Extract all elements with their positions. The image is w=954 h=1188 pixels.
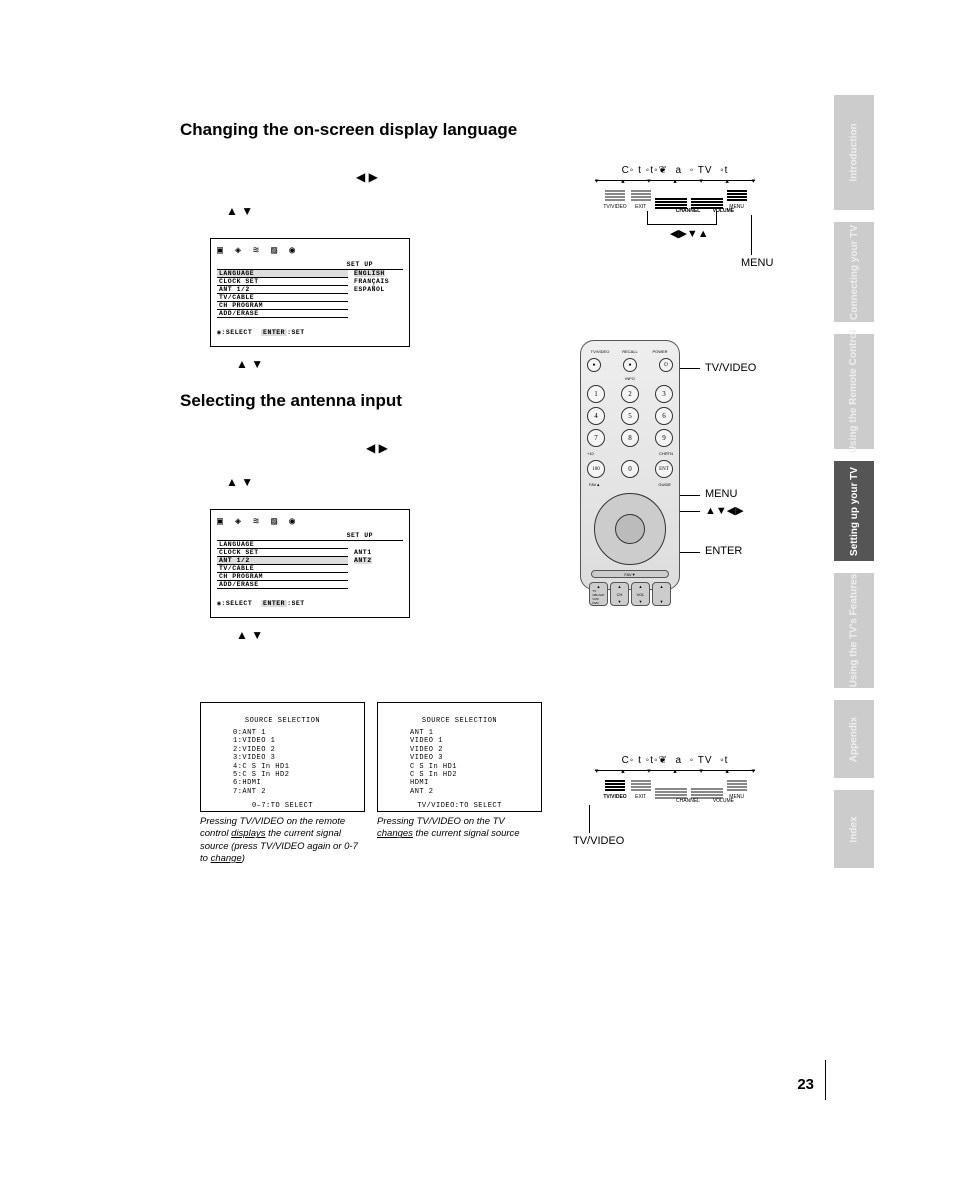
- caption-remote: Pressing TV/VIDEO on the remote control …: [200, 816, 365, 865]
- callout-arrows: ▲▼◀▶: [705, 504, 744, 517]
- caption-tv: Pressing TV/VIDEO on the TV changes the …: [377, 816, 542, 865]
- osd-language-menu: ▣ ◈ ≋ ▨ ◉ SET UP LANGUAGEENGLISH CLOCK S…: [210, 238, 410, 347]
- callout-tvvideo: TV/VIDEO: [705, 362, 756, 374]
- arrows-ud-4: ▲ ▼: [180, 628, 780, 642]
- tab-remote: Using the Remote Control: [834, 334, 874, 449]
- tab-appendix: Appendix: [834, 700, 874, 778]
- source-selection-tv: SOURCE SELECTION ANT 1VIDEO 1VIDEO 2VIDE…: [377, 702, 542, 812]
- lead-enter: [680, 552, 700, 553]
- heading-language: Changing the on-screen display language: [180, 120, 780, 140]
- tab-features: Using the TV's Features: [834, 573, 874, 688]
- lead-menu: [680, 495, 700, 496]
- tab-setting-up: Setting up your TV: [834, 461, 874, 561]
- callout-enter: ENTER: [705, 545, 742, 557]
- remote-control-diagram: TV/VIDEO RECALL POWER ●●⏻ INFO 123 456 7…: [580, 340, 680, 590]
- arrows-ud-3: ▲ ▼: [180, 475, 780, 489]
- osd-antenna-menu: ▣ ◈ ≋ ▨ ◉ SET UP LANGUAGE CLOCK SETANT1 …: [210, 509, 410, 618]
- tab-introduction: Introduction: [834, 95, 874, 210]
- heading-antenna: Selecting the antenna input: [180, 391, 780, 411]
- arrows-lr-2: ◀ ▶: [180, 441, 780, 455]
- lead-tvvideo: [680, 368, 700, 369]
- lead-arrows: [680, 511, 700, 512]
- side-tabs: Introduction Connecting your TV Using th…: [834, 95, 874, 868]
- page-number: 23: [797, 1076, 814, 1093]
- tv-panel-diagram-1: C◦ t ◦t◦❦ a ◦ TV ◦t ▾▴▾▴▾▴▾ TV/VIDEO EXI…: [575, 165, 775, 214]
- page-divider: [825, 1060, 826, 1100]
- source-selection-remote: SOURCE SELECTION 0:ANT 11:VIDEO 12:VIDEO…: [200, 702, 365, 812]
- tab-index: Index: [834, 790, 874, 868]
- tv-panel-diagram-2: C◦ t ◦t◦❦ a ◦ TV ◦t ▾▴▾▴▾▴▾ TV/VIDEO EXI…: [575, 755, 775, 804]
- callout-menu: MENU: [705, 488, 737, 500]
- tab-connecting: Connecting your TV: [834, 222, 874, 322]
